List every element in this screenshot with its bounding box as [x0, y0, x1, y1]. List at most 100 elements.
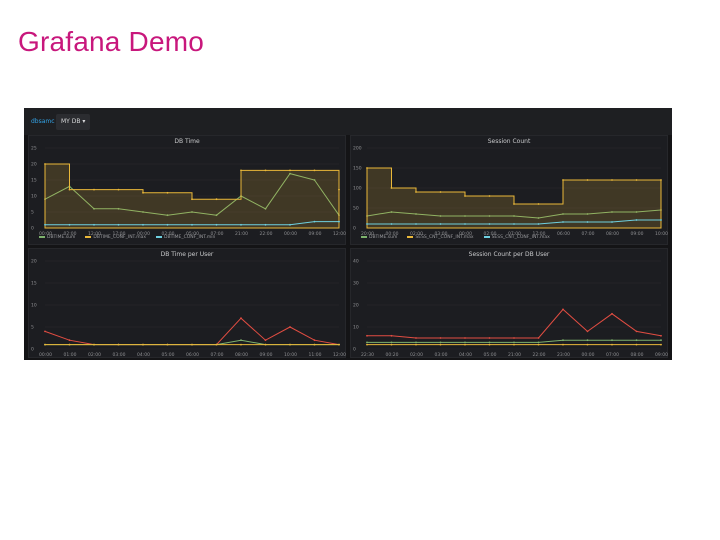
data-point [562, 308, 564, 311]
data-point [586, 330, 589, 333]
data-point [439, 223, 442, 225]
data-point [390, 187, 393, 189]
data-point [415, 191, 417, 193]
data-point [44, 163, 46, 165]
legend-swatch [156, 236, 163, 238]
series-area [44, 163, 340, 229]
x-tick-label: 00:20 [386, 352, 399, 358]
data-point [660, 179, 662, 181]
x-tick-label: 06:00 [186, 352, 199, 358]
data-point [488, 215, 491, 217]
panel-db-time-per-user[interactable]: DB Time per User 0 5 10 15 20 00:00 01:00 02:00… [28, 248, 346, 358]
data-point [513, 343, 515, 346]
legend-label: DBTIME.sum [369, 234, 398, 240]
data-point [313, 179, 316, 181]
data-point [142, 191, 144, 194]
x-tick-label: 05:00 [162, 352, 175, 358]
data-point [215, 214, 218, 217]
legend-label: SESS_CNT_CONF_INT.max [491, 234, 550, 240]
data-point [660, 219, 662, 221]
legend-item[interactable]: DBTIME_CONF_INT.min [156, 233, 215, 241]
legend-item[interactable]: DBTIME_CONF_INT.max [85, 233, 146, 241]
data-point [660, 339, 662, 342]
data-point [166, 191, 169, 194]
x-tick-label: 02:00 [64, 231, 77, 237]
data-point [390, 211, 393, 213]
legend-swatch [483, 236, 490, 238]
dashboard-picker[interactable]: MY DB ▾ [56, 114, 91, 130]
data-point [635, 179, 638, 181]
data-point [488, 343, 491, 346]
chart-db-time: 0 5 10 15 20 25 00:00 02:00 12:00 17:00 00:00 02:00… [31, 146, 346, 238]
legend-item[interactable]: SESS_CNT_CONF_INT.max [407, 233, 474, 241]
data-point [390, 343, 393, 346]
x-tick-label: 00:00 [39, 231, 52, 237]
data-point [611, 339, 613, 342]
x-tick-label: 08:00 [606, 231, 619, 237]
data-point [93, 223, 95, 226]
data-point [264, 339, 267, 342]
x-tick-label: 17:00 [533, 231, 546, 237]
data-point [562, 343, 564, 346]
x-tick-label: 00:00 [284, 231, 297, 237]
panel-session-count[interactable]: Session Count 0 50 100 150 200 20:00 00:00 02:0… [350, 135, 668, 245]
data-point [289, 343, 291, 346]
data-point [586, 221, 589, 223]
data-point [488, 223, 491, 225]
panel-session-count-per-db-user[interactable]: Session Count per DB User 0 10 20 30 40 22:30… [350, 248, 668, 358]
y-tick-label: 150 [353, 166, 362, 172]
data-point [635, 219, 638, 221]
series-line [44, 317, 340, 346]
x-tick-label: 23:00 [557, 352, 570, 358]
data-point [289, 326, 291, 328]
legend-label: SESS_CNT_CONF_INT.max [415, 234, 474, 240]
data-point [611, 211, 613, 213]
legend-swatch [85, 236, 92, 238]
legend-item[interactable]: DBTIME.sum [39, 233, 75, 241]
data-point [338, 343, 340, 346]
x-tick-label: 12:00 [333, 231, 346, 237]
data-point [215, 198, 218, 201]
data-point [313, 339, 316, 342]
data-point [240, 223, 242, 226]
data-point [537, 341, 540, 344]
series-line [367, 308, 662, 339]
x-tick-label: 07:00 [211, 231, 224, 237]
data-point [488, 195, 491, 197]
legend-item[interactable]: SESS_CNT_CONF_INT.max [483, 233, 550, 241]
x-tick-label: 00:00 [582, 352, 595, 358]
data-point [166, 223, 169, 226]
data-point [191, 211, 193, 213]
grafana-brand-link[interactable]: dbsamc [31, 118, 55, 125]
data-point [68, 223, 71, 226]
data-point [166, 343, 169, 346]
data-point [313, 220, 316, 223]
data-point [464, 343, 466, 346]
legend-swatch [39, 236, 45, 238]
panel-db-time[interactable]: DB Time 0 5 10 15 20 25 00:00 02:00 12:00 17:00 00… [28, 135, 346, 245]
data-point [537, 203, 540, 205]
x-tick-label: 05:00 [484, 352, 497, 358]
slide-title: Grafana Demo [18, 26, 205, 57]
legend-label: DBTIME_CONF_INT.min [164, 234, 216, 240]
data-point [439, 191, 442, 193]
x-tick-label: 05:00 [186, 231, 199, 237]
data-point [513, 337, 515, 339]
data-point [240, 343, 242, 346]
data-point [562, 221, 564, 223]
data-point [338, 220, 340, 223]
chart-session-count: 0 50 100 150 200 20:00 00:00 02:00 03:00 00:00 02:… [353, 146, 668, 238]
y-tick-label: 5 [31, 210, 34, 216]
legend-item[interactable]: DBTIME.sum [361, 233, 397, 241]
x-tick-label: 07:00 [211, 352, 224, 358]
data-point [240, 317, 242, 320]
y-tick-label: 200 [353, 146, 362, 152]
data-point [586, 343, 589, 346]
data-point [264, 223, 267, 226]
data-point [562, 339, 564, 342]
data-point [439, 341, 442, 344]
y-tick-label: 10 [353, 325, 359, 331]
data-point [117, 343, 120, 346]
data-point [215, 343, 218, 346]
data-point [240, 339, 242, 342]
